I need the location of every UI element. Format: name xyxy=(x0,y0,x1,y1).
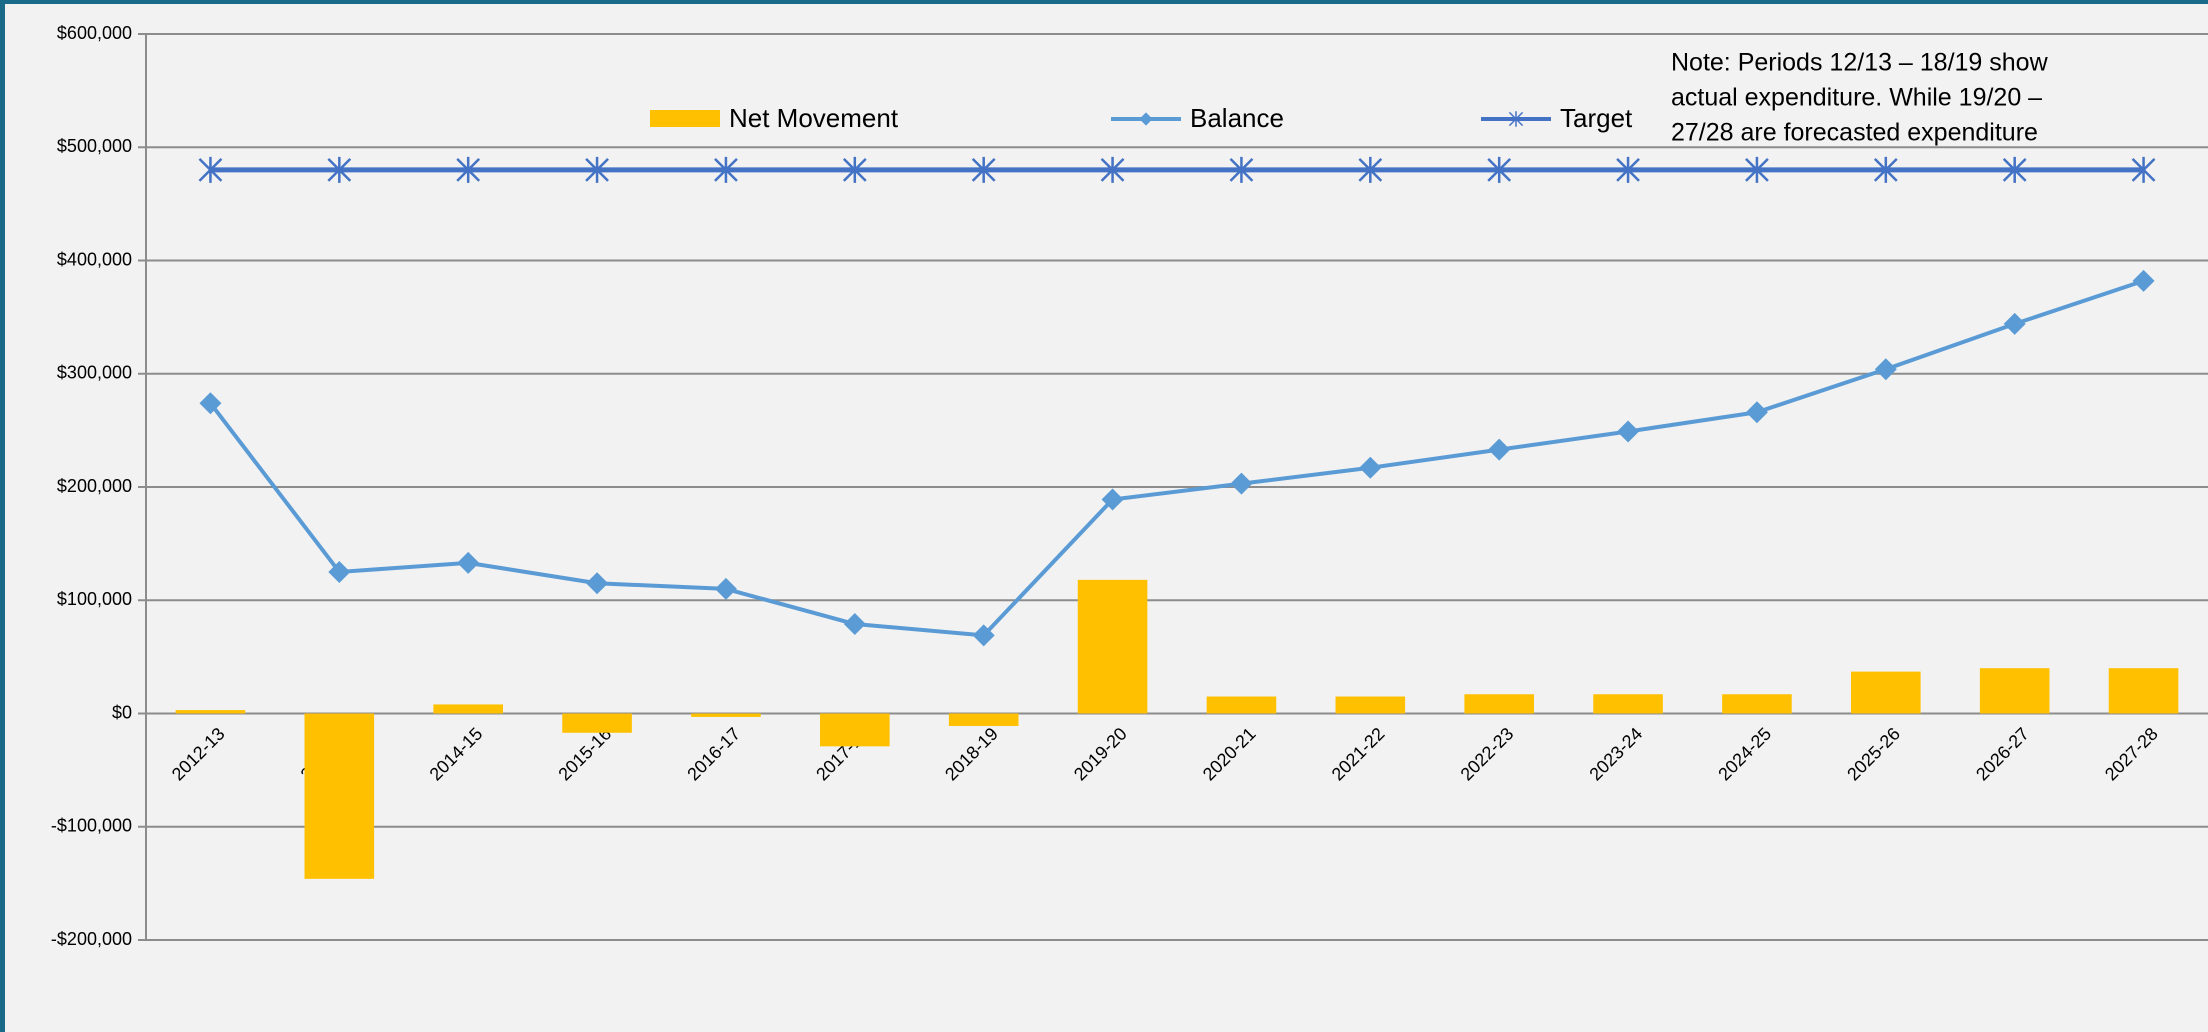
point xyxy=(1487,156,1512,183)
legend-label: Net Movement xyxy=(729,103,899,133)
x-tick-label: 2026-27 xyxy=(1972,724,2033,785)
point xyxy=(2131,156,2156,183)
point xyxy=(1745,156,1769,183)
point xyxy=(585,156,609,183)
x-tick-label: 2027-28 xyxy=(2101,724,2162,785)
legend-marker xyxy=(1139,112,1153,126)
point xyxy=(456,156,481,183)
bar xyxy=(1722,694,1792,714)
point xyxy=(714,577,737,600)
point xyxy=(1229,156,1254,183)
x-tick-label: 2019-20 xyxy=(1070,724,1131,785)
bar xyxy=(1464,694,1534,714)
y-tick-label: $600,000 xyxy=(57,23,132,43)
point xyxy=(586,572,609,595)
frame-top xyxy=(0,0,2208,4)
point xyxy=(972,624,995,647)
x-tick-label: 2023-24 xyxy=(1585,724,1646,785)
point xyxy=(1101,488,1124,511)
x-tick-label: 2025-26 xyxy=(1843,724,1904,785)
bar xyxy=(948,713,1019,726)
point xyxy=(842,156,867,183)
line xyxy=(208,278,2145,638)
x-tick-label: 2014-15 xyxy=(426,724,487,785)
y-tick-label: $100,000 xyxy=(57,589,132,609)
x-tick-label: 2021-22 xyxy=(1328,724,1389,785)
point xyxy=(1358,156,1383,183)
y-tick-label: $500,000 xyxy=(57,136,132,156)
point xyxy=(2132,269,2155,292)
y-tick-label: -$100,000 xyxy=(51,816,132,836)
y-tick-label: -$200,000 xyxy=(51,929,132,949)
point xyxy=(971,156,996,183)
bar xyxy=(562,713,632,733)
y-tick-label: $0 xyxy=(112,702,132,722)
annotation: 27/28 are forecasted expenditure xyxy=(1671,119,2038,147)
point xyxy=(2002,156,2027,183)
bar xyxy=(1206,696,1277,714)
point xyxy=(1230,472,1253,495)
point xyxy=(843,613,866,636)
bar xyxy=(1851,671,1921,714)
bar xyxy=(175,710,246,714)
point xyxy=(2003,312,2026,335)
point xyxy=(1745,401,1768,424)
annotation: actual expenditure. While 19/20 – xyxy=(1671,84,2042,112)
point xyxy=(714,156,738,183)
bar xyxy=(2108,668,2179,714)
y-tick-label: $400,000 xyxy=(57,249,132,269)
x-tick-label: 2016-17 xyxy=(683,724,744,785)
bar xyxy=(1979,668,2050,714)
bar xyxy=(304,713,375,879)
bar xyxy=(820,713,890,747)
x-tick-label: 2022-23 xyxy=(1457,724,1518,785)
point xyxy=(199,392,222,415)
bar xyxy=(433,704,503,714)
bar xyxy=(1077,579,1148,714)
frame-left xyxy=(0,0,5,1032)
point xyxy=(328,560,351,583)
point xyxy=(1617,420,1640,443)
legend-marker xyxy=(1508,111,1524,127)
legend-label: Balance xyxy=(1190,103,1284,133)
x-tick-label: 2020-21 xyxy=(1199,724,1260,785)
point xyxy=(1359,456,1382,479)
annotation: Note: Periods 12/13 – 18/19 show xyxy=(1671,49,2049,77)
point xyxy=(1616,156,1640,183)
point xyxy=(327,156,352,183)
legend-swatch xyxy=(650,110,720,127)
y-tick-label: $200,000 xyxy=(57,476,132,496)
point xyxy=(1874,358,1897,381)
bar xyxy=(1593,694,1663,714)
point xyxy=(457,551,480,574)
x-tick-label: 2018-19 xyxy=(941,724,1002,785)
point xyxy=(1873,156,1898,183)
y-tick-label: $300,000 xyxy=(57,363,132,383)
point xyxy=(1100,156,1125,183)
legend-label: Target xyxy=(1560,103,1633,133)
x-tick-label: 2012-13 xyxy=(168,724,229,785)
point xyxy=(198,156,223,183)
bar xyxy=(691,713,761,717)
bar xyxy=(1335,696,1406,714)
point xyxy=(1488,438,1511,461)
x-tick-label: 2024-25 xyxy=(1714,724,1775,785)
